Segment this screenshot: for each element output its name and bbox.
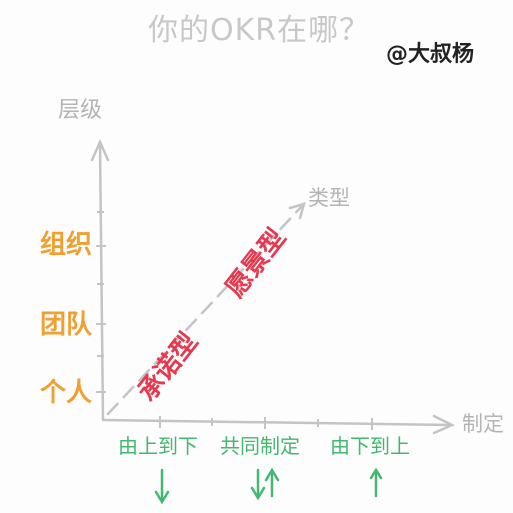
arrow-top-down bbox=[154, 468, 170, 505]
y-axis-label: 层级 bbox=[58, 98, 103, 123]
arrow-joint bbox=[250, 467, 280, 501]
author-handle: @大叔杨 bbox=[386, 42, 475, 67]
x-axis-label: 制定 bbox=[462, 412, 504, 436]
diagonal-axis-arrowhead bbox=[288, 202, 306, 220]
method-bottom-up: 由下到上 bbox=[330, 434, 410, 458]
page-title: 你的OKR在哪？ bbox=[148, 13, 371, 48]
x-axis-arrowhead bbox=[432, 414, 455, 435]
x-axis-line bbox=[101, 418, 452, 427]
level-team: 团队 bbox=[40, 310, 93, 340]
level-organization: 组织 bbox=[40, 230, 93, 260]
diagonal-axis-label: 类型 bbox=[308, 186, 350, 210]
arrow-bottom-up bbox=[369, 467, 383, 498]
level-individual: 个人 bbox=[40, 378, 93, 408]
y-axis-arrowhead bbox=[90, 138, 110, 162]
diagonal-axis-line bbox=[106, 204, 304, 416]
y-axis-line bbox=[98, 142, 105, 422]
method-top-down: 由上到下 bbox=[118, 434, 198, 458]
method-joint: 共同制定 bbox=[220, 434, 300, 458]
